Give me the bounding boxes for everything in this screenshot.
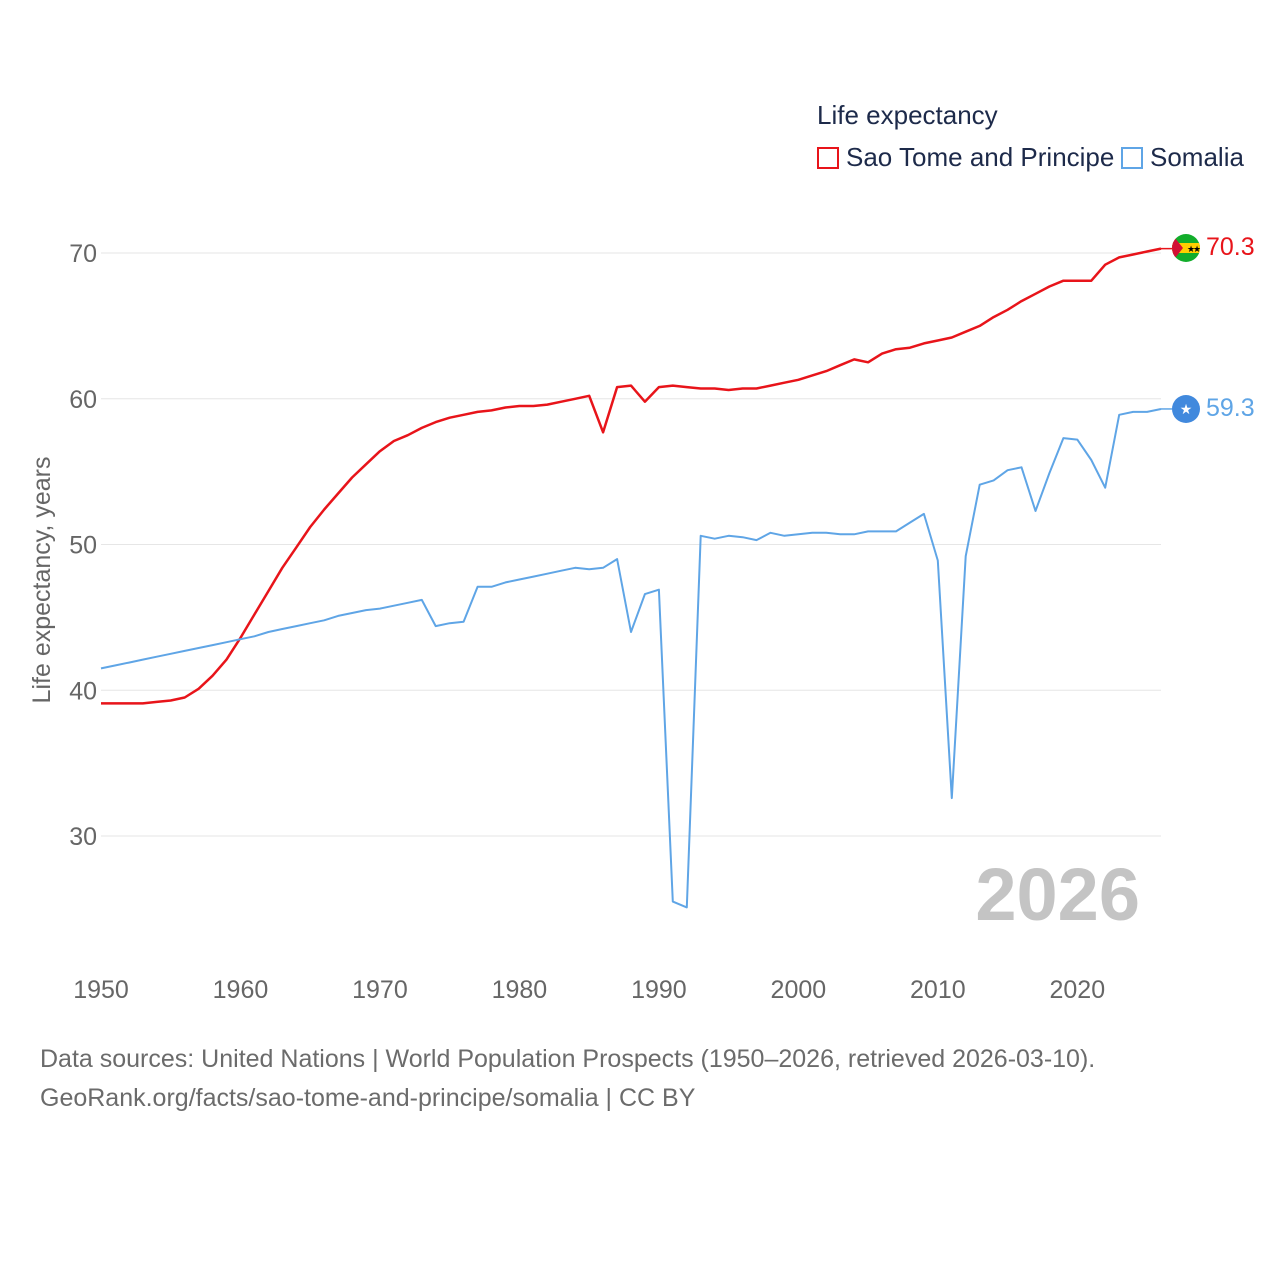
y-tick-label-40: 40 (69, 677, 97, 705)
grid-lines: 30 40 50 60 70 1950 1960 1970 1980 1990 2000 2010 20… (69, 240, 1161, 1004)
svg-text:★: ★ (1193, 244, 1201, 254)
somalia-flag-icon: ★ (1172, 395, 1200, 423)
x-tick-label-1990: 1990 (631, 976, 687, 1004)
y-tick-label-60: 60 (69, 386, 97, 414)
legend-label-sao-tome: Sao Tome and Principe (846, 142, 1115, 172)
x-tick-label-1980: 1980 (492, 976, 548, 1004)
legend-title: Life expectancy (817, 100, 998, 130)
series-line-sao-tome (101, 247, 1162, 705)
series-lines (100, 247, 1172, 909)
footer-sources: Data sources: United Nations | World Pop… (40, 1045, 1096, 1073)
footer-attribution: GeoRank.org/facts/sao-tome-and-principe/… (40, 1084, 696, 1112)
legend-swatch-somalia (1121, 146, 1143, 169)
x-tick-label-1950: 1950 (73, 976, 129, 1004)
x-tick-label-2010: 2010 (910, 976, 966, 1004)
x-tick-label-1960: 1960 (213, 976, 269, 1004)
x-tick-label-1970: 1970 (352, 976, 408, 1004)
y-tick-label-50: 50 (69, 532, 97, 560)
svg-text:★: ★ (1187, 244, 1195, 254)
somalia-end-value: 59.3 (1206, 394, 1255, 422)
legend-label-somalia: Somalia (1150, 142, 1244, 172)
legend-swatch-sao-tome (817, 146, 839, 169)
sao-tome-flag-icon: ★ ★ (1172, 234, 1201, 262)
svg-text:★: ★ (1180, 401, 1193, 417)
end-labels: ★ ★ 70.3 ★ 59.3 (1172, 233, 1255, 423)
year-watermark: 2026 (975, 853, 1140, 936)
legend-item-somalia[interactable]: Somalia (1121, 142, 1244, 173)
y-axis-label: Life expectancy, years (28, 457, 56, 704)
legend-item-sao-tome[interactable]: Sao Tome and Principe (817, 142, 1114, 173)
series-line-somalia (100, 408, 1162, 909)
y-tick-label-30: 30 (69, 823, 97, 851)
y-tick-label-70: 70 (69, 240, 97, 268)
x-tick-label-2000: 2000 (771, 976, 827, 1004)
sao-tome-end-value: 70.3 (1206, 233, 1255, 261)
x-tick-label-2020: 2020 (1050, 976, 1106, 1004)
